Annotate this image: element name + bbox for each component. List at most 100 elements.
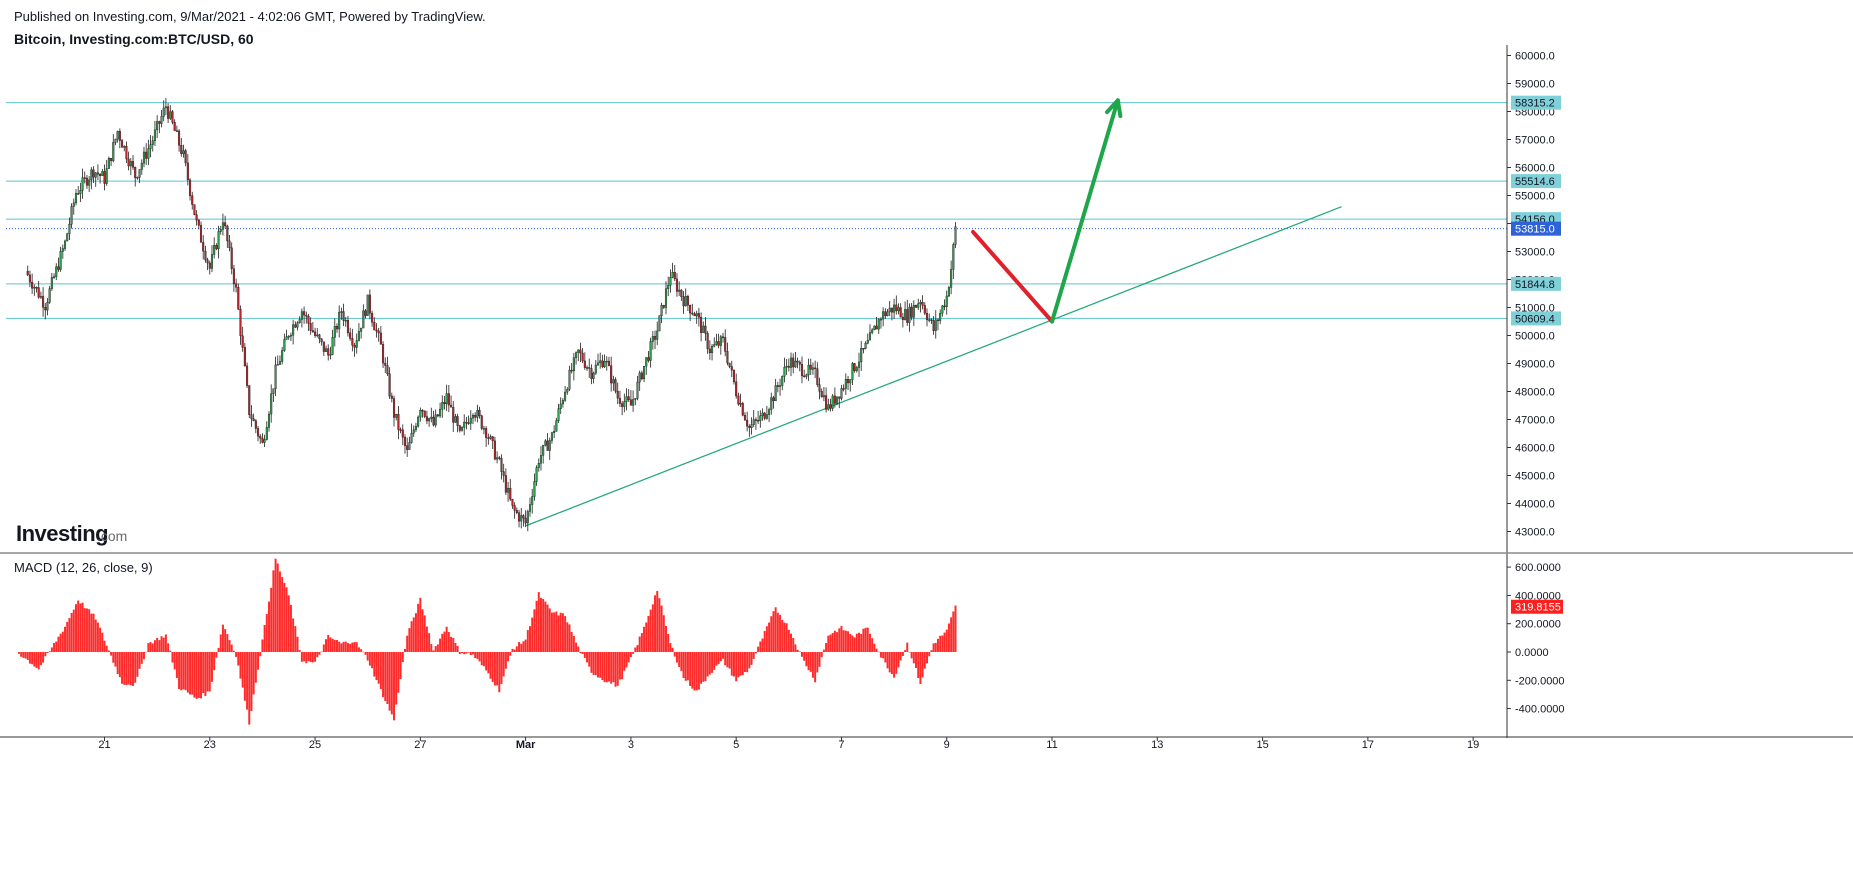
macd-bar bbox=[248, 652, 251, 725]
macd-bar bbox=[849, 633, 852, 652]
candle-body bbox=[182, 150, 185, 154]
macd-bar bbox=[160, 636, 163, 652]
candle-body bbox=[368, 294, 371, 314]
macd-bar bbox=[908, 651, 911, 653]
macd-bar bbox=[112, 652, 115, 663]
candle-body bbox=[243, 347, 246, 367]
macd-bar bbox=[461, 652, 464, 654]
candle-body bbox=[149, 144, 152, 149]
candle-body bbox=[96, 172, 99, 175]
macd-bar bbox=[493, 652, 496, 686]
candle-body bbox=[518, 512, 521, 522]
candle-body bbox=[862, 348, 865, 350]
candle-body bbox=[928, 319, 931, 321]
macd-bar bbox=[208, 652, 211, 692]
macd-bar bbox=[693, 652, 696, 691]
macd-bar bbox=[375, 652, 378, 680]
macd-bar bbox=[629, 652, 632, 658]
macd-bar bbox=[603, 652, 606, 683]
candle-body bbox=[305, 314, 308, 317]
candle-body bbox=[454, 416, 457, 423]
macd-bar bbox=[107, 650, 110, 652]
macd-bar bbox=[357, 647, 360, 652]
candle-body bbox=[548, 440, 551, 451]
candle-body bbox=[879, 318, 882, 321]
macd-bar bbox=[259, 652, 262, 657]
macd-bar bbox=[366, 652, 369, 661]
macd-bar bbox=[811, 652, 814, 678]
macd-bar bbox=[329, 637, 332, 652]
macd-bar bbox=[526, 630, 529, 652]
candle-body bbox=[131, 161, 135, 168]
macd-tick-label: 600.0000 bbox=[1515, 562, 1561, 574]
macd-bar bbox=[831, 632, 834, 652]
macd-bar bbox=[419, 597, 422, 652]
macd-bar bbox=[215, 652, 218, 658]
candle-body bbox=[917, 303, 920, 308]
candle-body bbox=[798, 361, 801, 365]
macd-bar bbox=[818, 652, 821, 667]
candle-body bbox=[836, 396, 839, 404]
macd-bar bbox=[915, 652, 918, 668]
macd-bar bbox=[513, 649, 516, 652]
macd-bar bbox=[114, 652, 117, 667]
macd-bar bbox=[340, 643, 343, 652]
candle-body bbox=[88, 179, 91, 186]
candle-body bbox=[412, 429, 415, 434]
macd-bar bbox=[759, 641, 762, 652]
macd-bar bbox=[202, 652, 205, 694]
candle-body bbox=[583, 360, 586, 368]
candle-body bbox=[945, 295, 948, 307]
macd-bar bbox=[342, 641, 345, 652]
candle-body bbox=[689, 304, 692, 314]
candle-body bbox=[811, 367, 814, 370]
macd-bar bbox=[489, 652, 492, 679]
macd-bar bbox=[307, 652, 310, 662]
macd-bar bbox=[20, 652, 23, 657]
macd-bar bbox=[665, 625, 667, 652]
candle-body bbox=[743, 414, 746, 421]
macd-bar bbox=[934, 642, 937, 652]
macd-bar bbox=[147, 643, 150, 652]
macd-bar bbox=[33, 652, 36, 667]
candle-body bbox=[559, 403, 562, 409]
candle-body bbox=[847, 379, 850, 384]
macd-bar bbox=[700, 652, 703, 684]
macd-bar bbox=[175, 652, 178, 679]
candle-body bbox=[789, 357, 793, 368]
macd-bar bbox=[586, 652, 589, 663]
macd-bar bbox=[318, 652, 321, 655]
macd-bar bbox=[316, 652, 319, 658]
candle-body bbox=[193, 204, 196, 215]
candle-body bbox=[721, 336, 725, 338]
candle-body bbox=[48, 288, 51, 303]
candle-body bbox=[33, 287, 36, 289]
candle-body bbox=[276, 364, 279, 366]
macd-bar bbox=[432, 650, 435, 652]
price-tick-label: 50000.0 bbox=[1515, 331, 1555, 343]
level-price-tag bbox=[1511, 311, 1561, 326]
candle-body bbox=[57, 266, 60, 270]
candle-body bbox=[278, 361, 282, 365]
candle-body bbox=[507, 487, 510, 493]
macd-bar bbox=[230, 644, 233, 652]
candle-body bbox=[884, 311, 887, 317]
macd-bar bbox=[445, 626, 448, 652]
macd-bar bbox=[581, 652, 584, 654]
macd-bar bbox=[274, 558, 277, 652]
macd-bar bbox=[42, 652, 45, 663]
macd-bar bbox=[467, 652, 470, 653]
investing-logo-suffix: .com bbox=[97, 528, 127, 544]
macd-tick-label: 200.0000 bbox=[1515, 619, 1561, 631]
candle-body bbox=[601, 360, 604, 368]
macd-bar bbox=[336, 640, 338, 652]
macd-tick-label: -200.0000 bbox=[1515, 675, 1565, 687]
candle-body bbox=[954, 226, 957, 245]
macd-bar bbox=[384, 652, 387, 701]
macd-bar bbox=[153, 640, 156, 652]
support-trendline bbox=[525, 206, 1342, 527]
candle-body bbox=[37, 287, 40, 298]
macd-bar bbox=[770, 616, 773, 652]
candle-body bbox=[728, 362, 731, 367]
candle-body bbox=[162, 107, 165, 117]
